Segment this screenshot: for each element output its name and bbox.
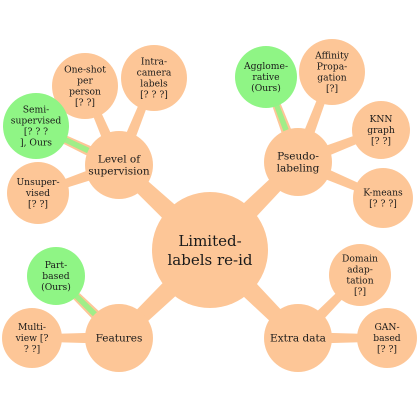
category-features-bubble — [85, 304, 153, 372]
leaf-gan-based: GAN-based[? ?] — [357, 308, 417, 368]
category-extra-data: Extra data — [264, 304, 332, 372]
leaf-part-based-line: based — [42, 271, 70, 282]
leaf-unsupervised-line: vised — [25, 188, 50, 199]
leaf-semi-supervised-line: [? ? ? — [24, 127, 48, 138]
leaf-multi-view-bubble — [2, 308, 62, 368]
leaf-one-shot-line: One-shot — [64, 65, 106, 76]
leaf-unsupervised-bubble — [7, 162, 69, 224]
leaf-intra-camera-line: camera — [137, 68, 172, 79]
category-level-of-supervision-bubble — [85, 131, 153, 199]
category-extra-data-bubble — [264, 304, 332, 372]
leaf-part-based-bubble — [27, 247, 85, 305]
leaf-one-shot-line: per — [77, 76, 93, 87]
leaf-affinity-propagation-line: [?] — [326, 84, 338, 95]
leaf-unsupervised: Unsuper-vised[? ?] — [7, 162, 69, 224]
leaf-agglomerative-line: (Ours) — [251, 83, 281, 94]
leaf-k-means-line: [? ? ?] — [369, 199, 397, 210]
leaf-intra-camera-line: [? ? ?] — [140, 90, 168, 101]
leaf-one-shot-line: [? ?] — [75, 98, 95, 109]
leaf-affinity-propagation-line: Affinity — [314, 51, 349, 62]
leaf-semi-supervised-line: Semi- — [23, 105, 50, 116]
leaf-unsupervised-line: [? ?] — [28, 199, 48, 210]
root-node-line: Limited- — [178, 232, 241, 250]
category-pseudo-labeling-line: Pseudo- — [277, 151, 319, 163]
category-pseudo-labeling-bubble — [264, 128, 332, 196]
category-extra-data-line: Extra data — [270, 333, 326, 345]
category-pseudo-labeling-line: labeling — [277, 163, 320, 175]
leaf-gan-based-line: based — [373, 333, 401, 344]
root-node-line: labels re-id — [168, 251, 253, 269]
leaf-k-means-line: K-means — [363, 188, 403, 199]
leaf-gan-based-line: [? ?] — [377, 344, 397, 355]
leaf-knn-graph-line: graph — [367, 125, 395, 136]
category-level-of-supervision-line: supervision — [88, 166, 149, 178]
leaf-affinity-propagation-line: gation — [317, 73, 347, 84]
leaf-knn-graph-line: [? ?] — [371, 136, 391, 147]
leaf-unsupervised-line: Unsuper- — [16, 177, 59, 188]
leaf-semi-supervised-bubble — [3, 93, 69, 159]
leaf-part-based-line: Part- — [45, 260, 67, 271]
leaf-agglomerative-bubble — [235, 46, 297, 108]
category-features-line: Features — [96, 333, 143, 345]
leaf-one-shot-bubble — [52, 53, 118, 119]
leaf-multi-view: Multi-view [?? ?] — [2, 308, 62, 368]
leaf-multi-view-line: view [? — [15, 333, 49, 344]
leaf-part-based-line: (Ours) — [41, 282, 71, 293]
leaf-domain-adaptation-line: Domain — [342, 254, 378, 265]
leaf-affinity-propagation-line: Propa- — [317, 62, 348, 73]
leaf-intra-camera-bubble — [121, 45, 187, 111]
leaf-domain-adaptation-line: adap- — [347, 265, 373, 276]
leaf-intra-camera-line: Intra- — [141, 57, 167, 68]
leaf-one-shot-line: person — [69, 87, 101, 98]
leaf-knn-graph-line: KNN — [370, 114, 393, 125]
category-pseudo-labeling: Pseudo-labeling — [264, 128, 332, 196]
leaf-multi-view-line: ? ?] — [24, 344, 40, 355]
leaf-gan-based-line: GAN- — [374, 322, 399, 333]
leaf-semi-supervised: Semi-supervised[? ? ?], Ours — [3, 93, 69, 159]
root-node-bubble — [152, 192, 268, 308]
leaf-multi-view-line: Multi- — [18, 322, 46, 333]
leaf-domain-adaptation-bubble — [329, 244, 391, 306]
leaf-gan-based-bubble — [357, 308, 417, 368]
leaf-agglomerative-line: rative — [252, 72, 279, 83]
leaf-k-means-bubble — [353, 168, 413, 228]
leaf-part-based: Part-based(Ours) — [27, 247, 85, 305]
leaf-k-means: K-means[? ? ?] — [353, 168, 413, 228]
leaf-semi-supervised-line: supervised — [11, 116, 62, 127]
leaf-domain-adaptation-line: tation — [346, 276, 373, 287]
root-node: Limited-labels re-id — [152, 192, 268, 308]
leaf-agglomerative: Agglome-rative(Ours) — [235, 46, 297, 108]
leaf-knn-graph-bubble — [352, 101, 410, 159]
leaf-semi-supervised-line: ], Ours — [20, 138, 52, 149]
leaf-agglomerative-line: Agglome- — [243, 61, 288, 72]
leaf-intra-camera-line: labels — [140, 79, 168, 90]
category-level-of-supervision-line: Level of — [98, 154, 141, 166]
category-features: Features — [85, 304, 153, 372]
leaf-affinity-propagation-bubble — [299, 39, 365, 105]
leaf-domain-adaptation-line: [?] — [354, 287, 366, 298]
